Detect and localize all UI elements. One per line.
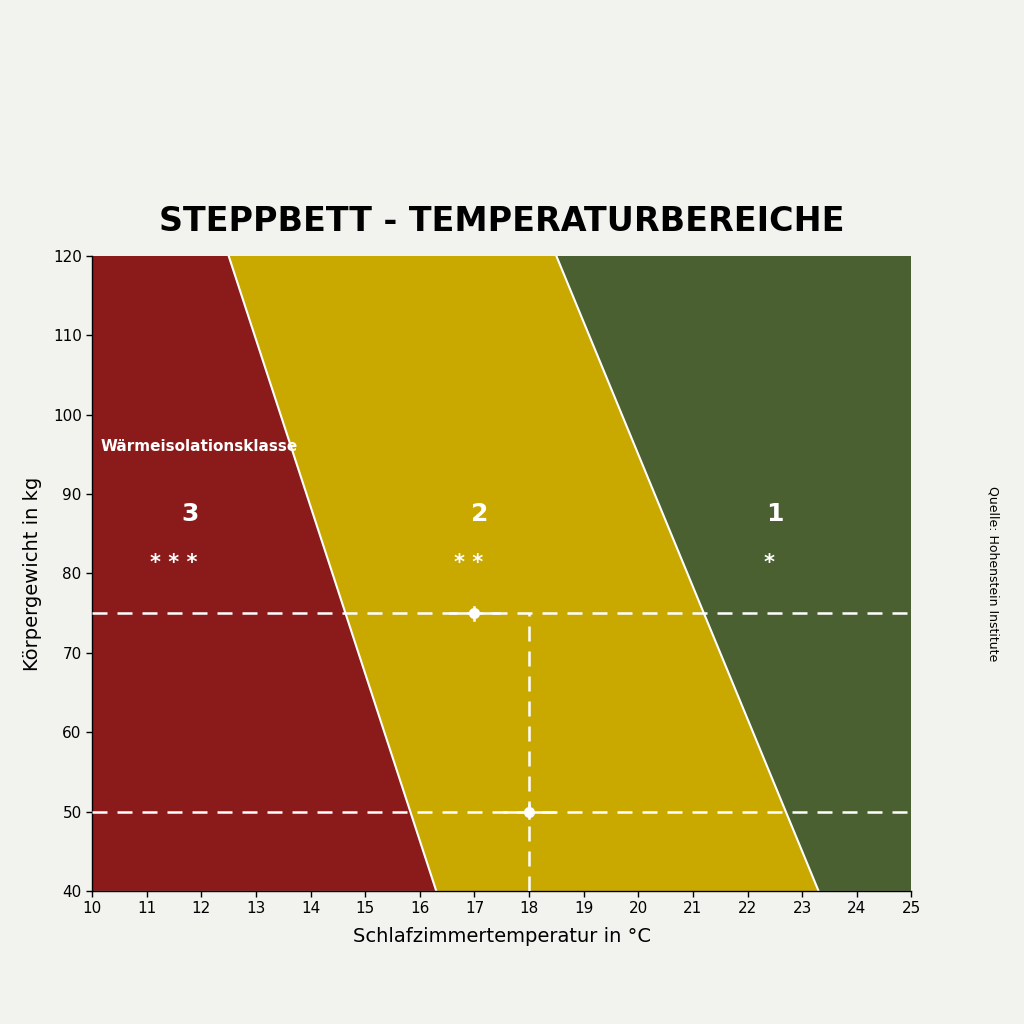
Polygon shape bbox=[92, 256, 436, 891]
Text: Wärmeisolationsklasse: Wärmeisolationsklasse bbox=[100, 439, 298, 455]
Text: *: * bbox=[764, 553, 775, 573]
Text: * *: * * bbox=[455, 553, 483, 573]
Text: * * *: * * * bbox=[151, 553, 198, 573]
X-axis label: Schlafzimmertemperatur in °C: Schlafzimmertemperatur in °C bbox=[352, 928, 651, 946]
Text: 3: 3 bbox=[182, 502, 199, 526]
Polygon shape bbox=[228, 256, 818, 891]
Text: 2: 2 bbox=[471, 502, 488, 526]
Y-axis label: Körpergewicht in kg: Körpergewicht in kg bbox=[23, 476, 42, 671]
Text: 1: 1 bbox=[766, 502, 783, 526]
Text: Quelle: Hohenstein Institute: Quelle: Hohenstein Institute bbox=[987, 485, 999, 662]
Title: STEPPBETT - TEMPERATURBEREICHE: STEPPBETT - TEMPERATURBEREICHE bbox=[159, 205, 845, 238]
Polygon shape bbox=[556, 256, 911, 891]
